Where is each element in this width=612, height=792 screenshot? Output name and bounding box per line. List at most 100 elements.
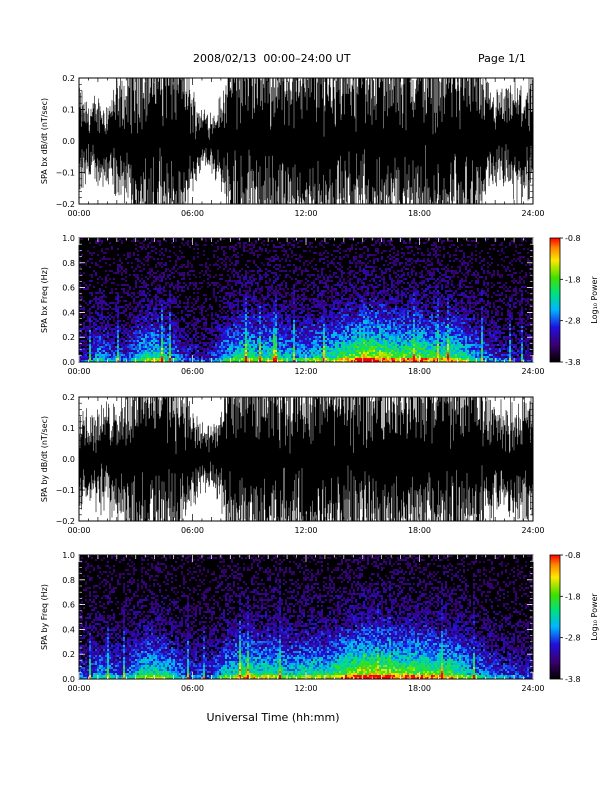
spectrogram-cell [221,316,223,318]
spectrogram-cell [231,246,233,248]
spectrogram-cell [143,282,145,284]
spectrogram-cell [151,326,153,328]
spectrogram-cell [219,338,221,340]
spectrogram-cell [271,314,273,316]
spectrogram-cell [235,284,237,286]
spectrogram-cell [185,350,187,352]
spectrogram-cell [233,322,235,324]
spectrogram-cell [299,296,301,298]
spectrogram-cell [253,292,255,294]
spectrogram-cell [109,360,111,362]
spectrogram-cell [157,240,159,242]
spectrogram-cell [281,326,283,328]
spectrogram-cell [257,358,259,360]
spectrogram-cell [305,340,307,342]
spectrogram-cell [225,286,227,288]
spectrogram-cell [277,256,279,258]
spectrogram-cell [123,330,125,332]
spectrogram-cell [297,328,299,330]
spectrogram-cell [83,354,85,356]
spectrogram-cell [221,286,223,288]
spectrogram-cell [169,338,171,340]
spectrogram-cell [133,308,135,310]
spectrogram-cell [229,292,231,294]
spectrogram-cell [169,318,171,320]
spectrogram-cell [249,294,251,296]
spectrogram-cell [175,298,177,300]
spectrogram-cell [233,270,235,272]
spectrogram-cell [107,354,109,356]
spectrogram-cell [111,360,113,362]
spectrogram-cell [347,344,349,346]
spectrogram-cell [257,256,259,258]
spectrogram-cell [245,264,247,266]
spectrogram-cell [297,354,299,356]
spectrogram-cell [227,294,229,296]
spectrogram-cell [175,350,177,352]
spectrogram-cell [269,304,271,306]
spectrogram-cell [119,266,121,268]
spectrogram-cell [287,326,289,328]
spectrogram-cell [173,334,175,336]
spectrogram-cell [97,254,99,256]
spectrogram-cell [129,340,131,342]
spectrogram-cell [289,328,291,330]
spectrogram-cell [241,334,243,336]
spectrogram-cell [267,328,269,330]
spectrogram-cell [255,350,257,352]
spectrogram-cell [129,324,131,326]
spectrogram-cell [105,316,107,318]
spectrogram-cell [147,358,149,360]
spectrogram-cell [247,310,249,312]
spectrogram-cell [287,332,289,334]
spectrogram-cell [263,338,265,340]
spectrogram-cell [173,330,175,332]
spectrogram-cell [215,326,217,328]
spectrogram-cell [321,282,323,284]
spectrogram-cell [229,298,231,300]
spectrogram-cell [119,296,121,298]
spectrogram-cell [79,358,81,360]
spectrogram-cell [345,314,347,316]
spectrogram-cell [251,274,253,276]
spectrogram-cell [107,258,109,260]
spectrogram-cell [143,350,145,352]
spectrogram-cell [107,308,109,310]
spectrogram-cell [325,360,327,362]
spectrogram-cell [227,354,229,356]
spectrogram-cell [299,332,301,334]
spectrogram-cell [273,316,275,318]
spectrogram-cell [159,276,161,278]
spectrogram-cell [211,356,213,358]
spectrogram-cell [239,330,241,332]
spectrogram-cell [125,322,127,324]
spectrogram-cell [175,358,177,360]
spectrogram-cell [205,272,207,274]
spectrogram-cell [233,352,235,354]
spectrogram-cell [233,346,235,348]
spectrogram-cell [249,322,251,324]
spectrogram-cell [315,310,317,312]
spectrogram-cell [329,346,331,348]
spectrogram-cell [333,272,335,274]
spectrogram-cell [141,346,143,348]
spectrogram-cell [329,338,331,340]
spectrogram-cell [171,300,173,302]
spectrogram-cell [233,314,235,316]
spectrogram-cell [85,354,87,356]
spectrogram-cell [151,356,153,358]
spectrogram-cell [189,360,191,362]
spectrogram-cell [179,340,181,342]
spectrogram-cell [309,244,311,246]
spectrogram-cell [249,330,251,332]
spectrogram-cell [293,292,295,294]
spectrogram-cell [93,346,95,348]
spectrogram-cell [143,244,145,246]
spectrogram-cell [261,330,263,332]
spectrogram-cell [309,336,311,338]
spectrogram-cell [275,348,277,350]
spectrogram-cell [173,344,175,346]
spectrogram-cell [249,328,251,330]
spectrogram-cell [235,298,237,300]
spectrogram-cell [257,316,259,318]
